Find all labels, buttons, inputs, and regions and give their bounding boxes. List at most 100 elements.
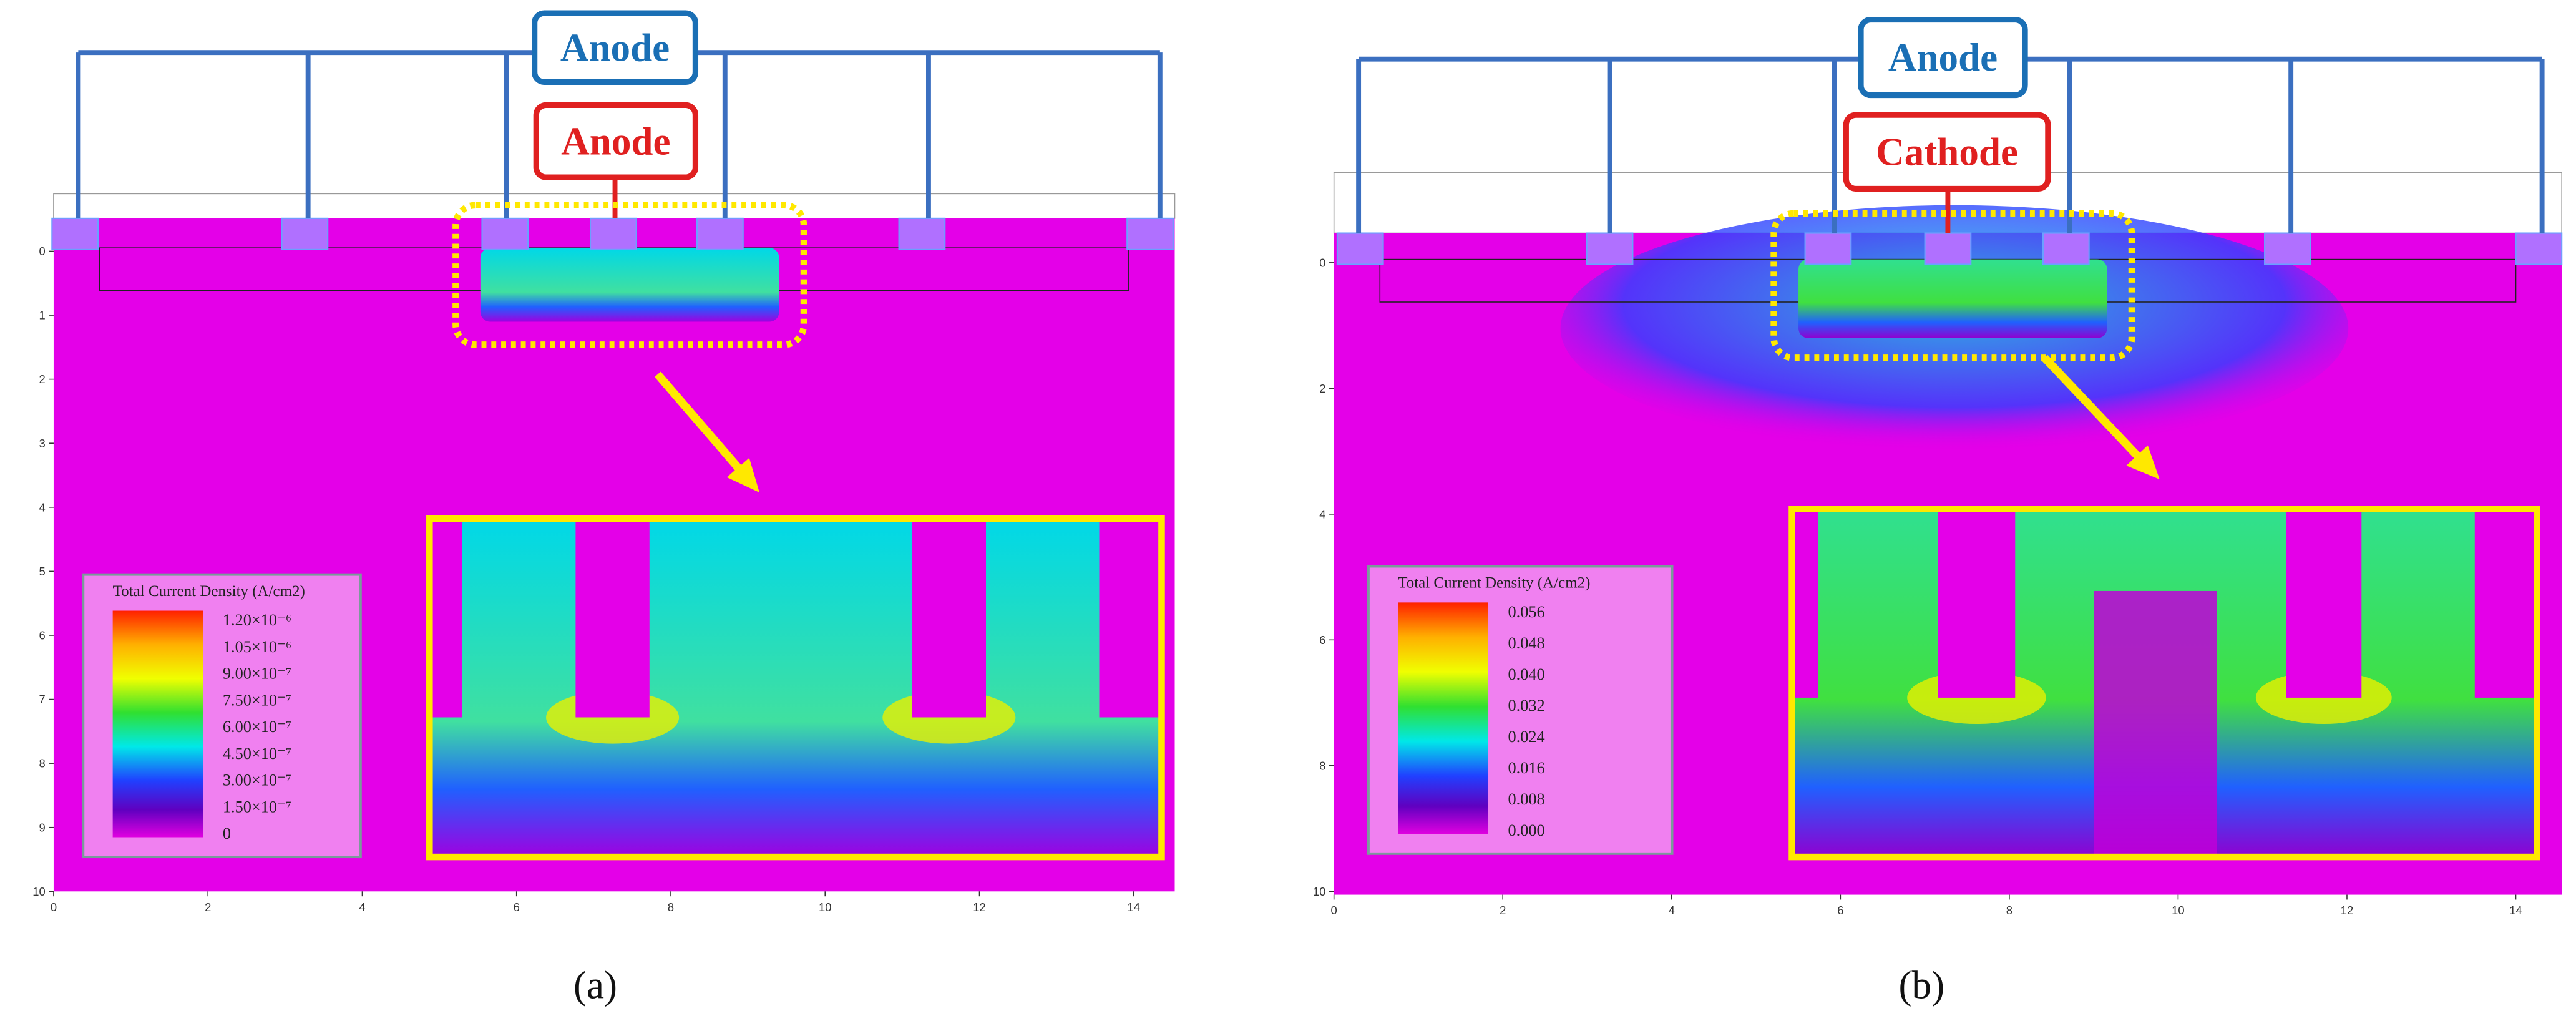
inset-edge xyxy=(1099,519,1162,718)
electrode xyxy=(2264,232,2311,265)
x-tick-label: 8 xyxy=(668,901,674,914)
trench xyxy=(575,519,650,718)
label-box xyxy=(532,10,699,86)
electrode xyxy=(1586,232,1634,265)
caption: (a) xyxy=(573,963,617,1007)
inset-frame xyxy=(1788,506,2540,861)
legend-label: 4.50×10⁻⁷ xyxy=(223,745,291,763)
arrow xyxy=(654,371,748,478)
arrow-head xyxy=(2126,445,2160,480)
electrode xyxy=(1336,232,1384,265)
legend-label: 7.50×10⁻⁷ xyxy=(223,691,291,709)
y-tick-label: 2 xyxy=(39,373,46,386)
trench xyxy=(1938,509,2016,698)
x-tick-label: 2 xyxy=(1500,904,1506,917)
legend-label: 0.008 xyxy=(1508,790,1544,808)
electrode xyxy=(1924,232,1972,265)
arrow xyxy=(2041,354,2147,466)
active-region xyxy=(480,248,779,322)
electrode xyxy=(2515,232,2563,265)
electrode xyxy=(590,217,637,250)
label-box xyxy=(1858,16,2028,99)
y-tick-label: 8 xyxy=(1319,759,1325,772)
inset-frame xyxy=(426,515,1165,861)
electrode xyxy=(696,217,744,250)
electrode xyxy=(2042,232,2090,265)
legend-label: 1.50×10⁻⁷ xyxy=(223,798,291,816)
zoom-area xyxy=(1770,210,2135,361)
legend-label: 0.016 xyxy=(1508,759,1544,777)
x-tick-label: 4 xyxy=(359,901,365,914)
y-tick-label: 6 xyxy=(1319,633,1325,647)
legend-label: 0 xyxy=(223,824,231,843)
arrow-head xyxy=(726,457,760,493)
top-label: Anode xyxy=(560,26,670,69)
trench xyxy=(2286,509,2362,698)
legend-label: 0.024 xyxy=(1508,728,1544,746)
y-tick-label: 7 xyxy=(39,693,46,706)
x-tick-label: 6 xyxy=(1837,904,1843,917)
legend-label: 0.000 xyxy=(1508,821,1544,839)
legend-label: 1.05×10⁻⁶ xyxy=(223,638,291,656)
inset-edge xyxy=(429,519,462,718)
legend-label: 0.056 xyxy=(1508,603,1544,621)
inset-edge xyxy=(1792,509,1818,698)
x-tick-label: 12 xyxy=(2341,904,2353,917)
colorbar xyxy=(112,610,203,838)
x-tick-label: 0 xyxy=(51,901,57,914)
legend-label: 3.00×10⁻⁷ xyxy=(223,771,291,789)
legend-title: Total Current Density (A/cm2) xyxy=(1398,575,1590,592)
x-tick-label: 2 xyxy=(205,901,211,914)
electrode xyxy=(51,217,99,250)
y-tick-label: 10 xyxy=(32,885,45,898)
y-tick-label: 3 xyxy=(39,437,46,450)
y-tick-label: 0 xyxy=(1319,256,1325,269)
y-tick-label: 4 xyxy=(1319,507,1325,520)
x-tick-label: 4 xyxy=(1669,904,1675,917)
inset-edge xyxy=(2474,509,2537,698)
legend-title: Total Current Density (A/cm2) xyxy=(113,583,305,600)
y-tick-label: 9 xyxy=(39,821,46,834)
legend-label: 6.00×10⁻⁷ xyxy=(223,718,291,736)
inset-center xyxy=(2094,590,2217,857)
legend-label: 0.048 xyxy=(1508,634,1544,652)
legend-label: 0.040 xyxy=(1508,665,1544,683)
legend-label: 1.20×10⁻⁶ xyxy=(223,611,291,629)
x-tick-label: 12 xyxy=(973,901,985,914)
x-tick-label: 14 xyxy=(1128,901,1140,914)
legend-label: 0.032 xyxy=(1508,696,1544,715)
x-tick-label: 6 xyxy=(514,901,520,914)
electrode xyxy=(1126,217,1174,250)
active-region xyxy=(1798,259,2107,338)
inset-field xyxy=(429,519,1162,857)
caption: (b) xyxy=(1899,963,1945,1007)
inner-label: Anode xyxy=(561,119,670,163)
colorbar xyxy=(1398,602,1488,834)
x-tick-label: 8 xyxy=(2006,904,2012,917)
zoom-area xyxy=(452,202,807,348)
electrode xyxy=(1804,232,1852,265)
label-box xyxy=(1843,112,2051,192)
trench xyxy=(912,519,987,718)
label-box xyxy=(533,102,699,180)
y-tick-label: 10 xyxy=(1313,885,1325,898)
legend-label: 9.00×10⁻⁷ xyxy=(223,665,291,683)
x-tick-label: 0 xyxy=(1331,904,1337,917)
y-tick-label: 6 xyxy=(39,629,46,642)
x-tick-label: 10 xyxy=(2172,904,2184,917)
electrode xyxy=(898,217,946,250)
inner-label: Cathode xyxy=(1876,130,2018,173)
electrode xyxy=(481,217,529,250)
x-tick-label: 10 xyxy=(819,901,831,914)
y-tick-label: 8 xyxy=(39,757,46,770)
top-label: Anode xyxy=(1888,36,1998,79)
panel: 0 2 4 6 8 10 12 14 0 2 4 6 8 10 Anode Cathode Total Curr… xyxy=(1313,16,2563,1007)
y-tick-label: 1 xyxy=(39,309,46,322)
y-tick-label: 5 xyxy=(39,565,46,578)
y-tick-label: 2 xyxy=(1319,382,1325,395)
y-tick-label: 0 xyxy=(39,245,46,258)
x-tick-label: 14 xyxy=(2509,904,2522,917)
electrode xyxy=(281,217,329,250)
